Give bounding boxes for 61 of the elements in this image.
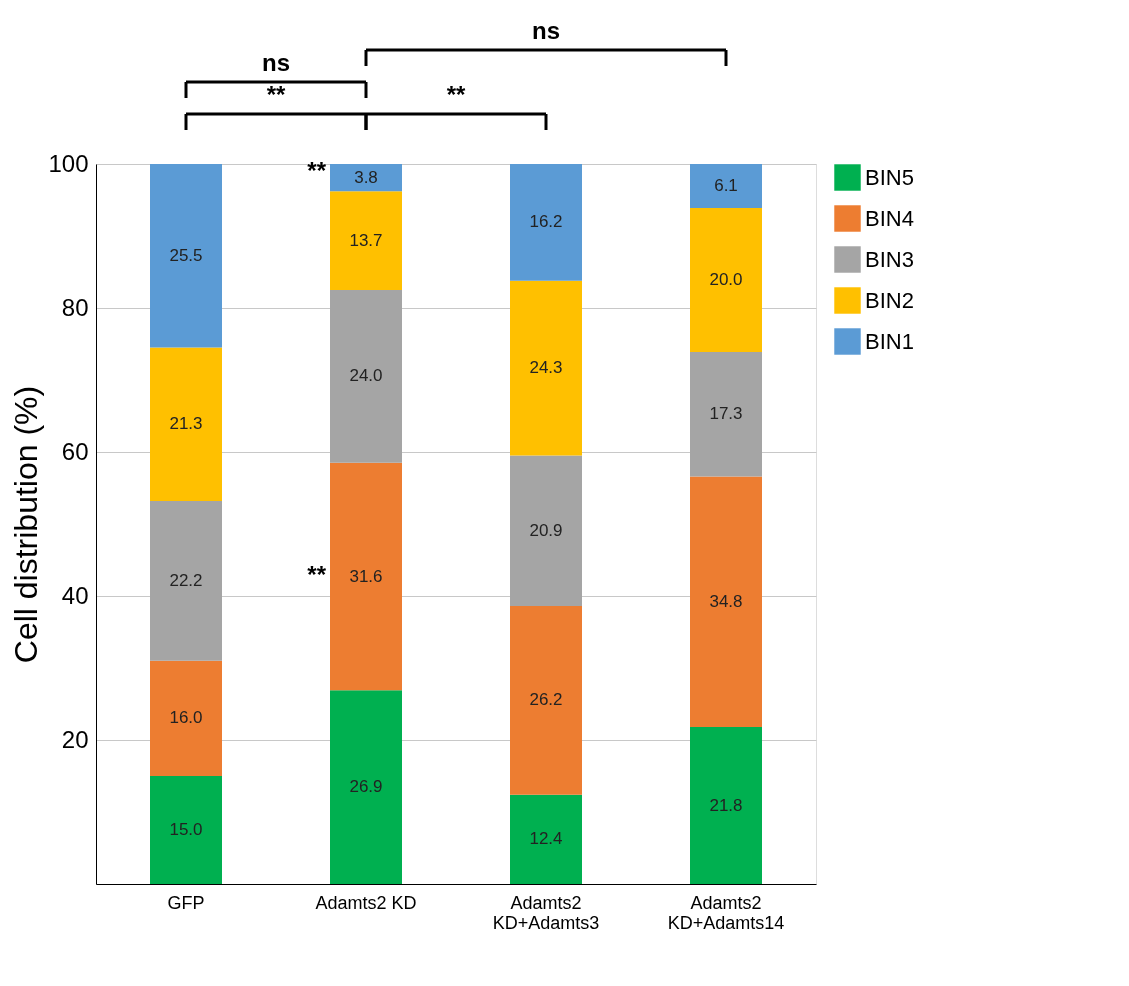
y-tick-label: 80 [61, 293, 89, 321]
bar [330, 191, 402, 290]
bar [510, 280, 582, 456]
data-label: 31.6 [349, 566, 383, 586]
x-tick-label: Adamts2 KD+Adamts3 [492, 892, 600, 933]
bar [330, 462, 402, 691]
y-tick-label: 40 [61, 581, 89, 609]
y-tick-label: 60 [61, 437, 89, 465]
data-label: 20.9 [529, 520, 563, 540]
bar [330, 164, 402, 192]
bar [510, 164, 582, 281]
data-label: 24.0 [349, 366, 383, 386]
data-label: 20.0 [709, 269, 743, 289]
data-label: 16.2 [529, 212, 563, 232]
text: ** [266, 81, 286, 108]
data-label: 17.3 [709, 404, 743, 424]
y-tick-label: 100 [48, 149, 89, 177]
data-label: 15.0 [169, 820, 203, 839]
data-label: 26.2 [529, 690, 563, 710]
bar [510, 606, 582, 795]
data-label: 21.8 [709, 795, 743, 815]
data-label: 3.8 [354, 167, 378, 187]
data-label: 26.9 [349, 777, 383, 797]
legend-label: BIN5 [865, 164, 914, 190]
x-tick-label: Adamts2 KD [315, 892, 417, 913]
bar [330, 690, 402, 884]
bar [690, 207, 762, 352]
data-label: 13.7 [349, 230, 383, 250]
data-label: 12.4 [529, 829, 563, 849]
bar [150, 164, 222, 348]
annotation: ** [307, 157, 327, 184]
data-label: 21.3 [169, 414, 203, 434]
y-tick-label: 20 [61, 725, 89, 753]
legend-label: BIN2 [865, 287, 914, 313]
bar [150, 776, 222, 884]
legend-label: BIN3 [865, 246, 914, 272]
bar [150, 347, 222, 501]
x-tick-label: Adamts2 KD+Adamts14 [667, 892, 785, 933]
bar [150, 500, 222, 661]
data-label: 24.3 [529, 358, 563, 378]
text: ns [531, 17, 561, 44]
y-axis-title: Cell distribution (%) [8, 385, 45, 664]
bar [510, 794, 582, 884]
text: ns [261, 49, 291, 76]
data-label: 34.8 [709, 591, 743, 611]
legend-label: BIN1 [865, 328, 914, 354]
bar [690, 164, 762, 208]
bar [330, 290, 402, 463]
legend-label: BIN4 [865, 205, 914, 231]
bar [690, 351, 762, 477]
data-label: 6.1 [714, 175, 738, 195]
data-label: 16.0 [169, 708, 203, 728]
bar [690, 476, 762, 728]
text: ** [446, 81, 466, 108]
data-label: 25.5 [169, 245, 203, 265]
bar [150, 660, 222, 776]
bar [510, 455, 582, 607]
data-label: 22.2 [169, 570, 203, 590]
bar [690, 727, 762, 884]
x-tick-label: GFP [167, 892, 205, 913]
annotation: ** [307, 561, 327, 588]
